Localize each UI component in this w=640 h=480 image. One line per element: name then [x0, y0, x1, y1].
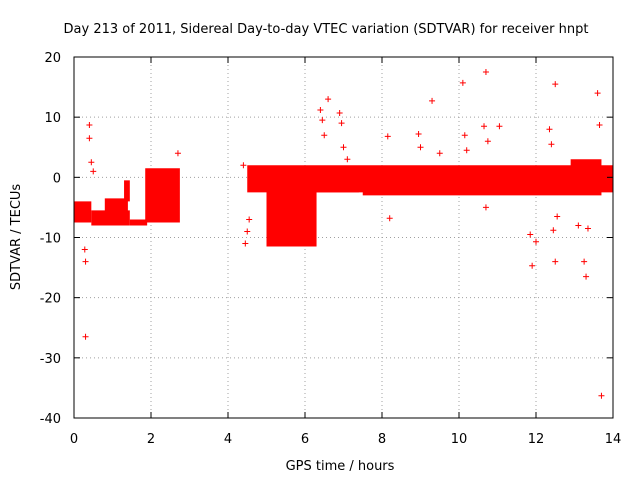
- data-point: [554, 213, 561, 220]
- data-point: [384, 133, 391, 140]
- data-point: [575, 222, 582, 229]
- data-point: [598, 392, 605, 399]
- y-tick-label: -10: [40, 232, 61, 247]
- x-axis-label: GPS time / hours: [286, 459, 395, 474]
- data-point: [484, 138, 491, 145]
- x-tick-label: 6: [301, 432, 309, 447]
- data-point: [550, 227, 557, 234]
- y-tick-label: 10: [44, 111, 61, 126]
- data-point: [86, 135, 93, 142]
- data-point: [340, 144, 347, 151]
- data-point: [82, 258, 89, 265]
- x-tick-label: 10: [451, 432, 468, 447]
- data-point: [321, 132, 328, 139]
- data-point: [581, 258, 588, 265]
- y-tick-label: -40: [40, 412, 61, 427]
- x-tick-label: 14: [605, 432, 622, 447]
- data-point: [88, 159, 95, 166]
- data-point: [417, 144, 424, 151]
- data-point: [338, 120, 345, 127]
- data-point: [533, 238, 539, 245]
- data-point: [242, 240, 249, 247]
- data-point: [548, 141, 555, 148]
- x-tick-label: 0: [70, 432, 78, 447]
- y-tick-label: -30: [40, 352, 61, 367]
- data-point: [481, 123, 488, 130]
- data-point: [344, 156, 351, 163]
- data-point: [461, 132, 468, 139]
- data-point: [546, 126, 553, 133]
- y-tick-labels: -40 -30 -20 -10 0 10 20: [40, 51, 61, 427]
- data-point: [174, 150, 181, 157]
- x-tick-label: 12: [528, 432, 545, 447]
- data-point: [436, 150, 443, 157]
- x-tick-label: 2: [147, 432, 155, 447]
- data-point: [583, 273, 590, 280]
- data-point: [529, 262, 536, 269]
- chart-title: Day 213 of 2011, Sidereal Day-to-day VTE…: [64, 22, 589, 37]
- data-point: [496, 123, 503, 130]
- y-axis-label: SDTVAR / TECUs: [9, 184, 24, 291]
- y-tick-label: 0: [53, 171, 61, 186]
- data-point: [594, 90, 601, 97]
- data-point: [319, 117, 326, 124]
- data-point: [429, 97, 436, 104]
- data-point: [552, 258, 559, 265]
- x-tick-label: 4: [224, 432, 232, 447]
- x-tick-label: 8: [378, 432, 386, 447]
- y-tick-label: -20: [40, 292, 61, 307]
- data-point: [90, 168, 97, 175]
- data-point: [317, 106, 324, 113]
- data-points: [74, 69, 613, 399]
- data-point: [336, 109, 343, 116]
- data-point: [459, 79, 466, 86]
- x-tick-labels: 0 2 4 6 8 10 12 14: [70, 432, 621, 447]
- y-tick-label: 20: [44, 51, 61, 66]
- data-point: [463, 147, 470, 154]
- data-point: [240, 162, 247, 169]
- data-point: [246, 216, 253, 223]
- data-point: [325, 96, 332, 103]
- data-point: [596, 121, 603, 128]
- data-point: [482, 204, 489, 211]
- data-point: [244, 228, 251, 235]
- data-point: [584, 225, 591, 232]
- data-point: [415, 131, 422, 138]
- data-point: [81, 246, 88, 253]
- data-point: [386, 215, 393, 222]
- data-point: [482, 69, 489, 76]
- data-point: [552, 81, 559, 88]
- data-point: [82, 333, 89, 340]
- axis-ticks: [73, 56, 614, 419]
- data-point: [86, 121, 93, 128]
- data-point: [527, 231, 534, 238]
